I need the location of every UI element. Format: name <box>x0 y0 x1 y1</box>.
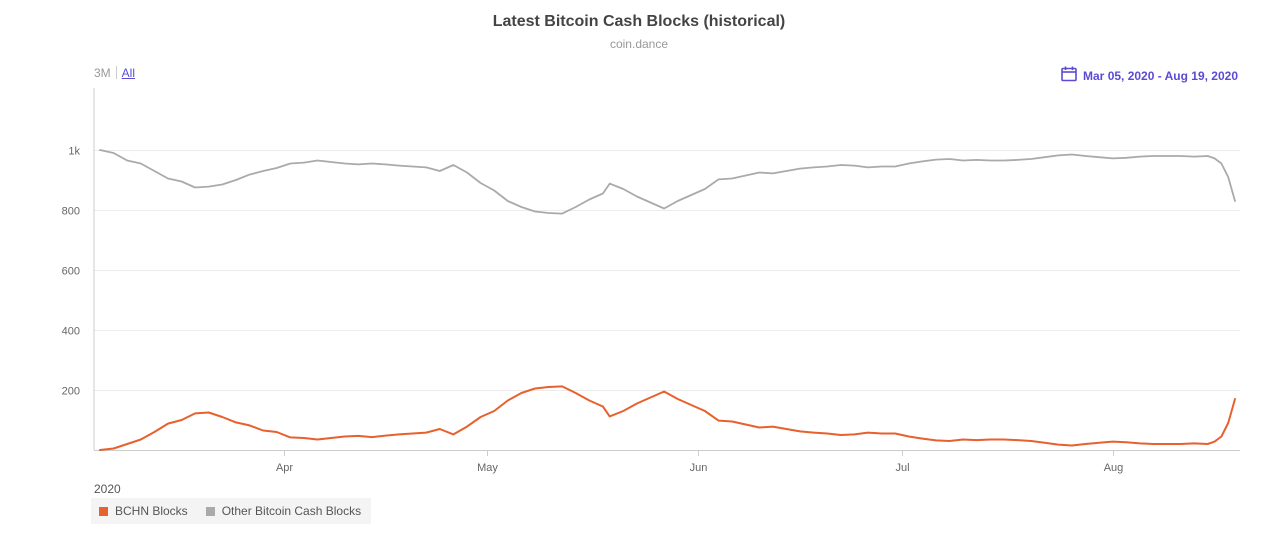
line-chart: 200 400 600 800 1k Apr May Jun Jul Aug <box>62 88 1240 474</box>
x-tick-label: May <box>477 462 498 474</box>
y-tick-label: 1k <box>68 146 80 158</box>
range-selector: 3M All <box>94 66 135 80</box>
series-line-bchn[interactable] <box>99 385 1236 451</box>
date-range-label: Mar 05, 2020 - Aug 19, 2020 <box>1083 68 1238 83</box>
y-tick-label: 600 <box>62 266 80 278</box>
range-divider <box>115 66 117 79</box>
calendar-icon <box>1061 66 1077 85</box>
date-range-picker[interactable]: Mar 05, 2020 - Aug 19, 2020 <box>1061 66 1238 85</box>
legend-item-other[interactable]: Other Bitcoin Cash Blocks <box>205 504 362 518</box>
range-button-3m[interactable]: 3M <box>94 66 111 80</box>
x-axis-ticks: Apr May Jun Jul Aug <box>276 450 1123 474</box>
x-tick-label: Aug <box>1104 462 1124 474</box>
series-layer <box>99 149 1236 451</box>
legend-swatch-bchn <box>99 506 108 516</box>
legend-label-other: Other Bitcoin Cash Blocks <box>221 504 362 518</box>
y-tick-label: 400 <box>62 326 80 338</box>
legend-item-bchn[interactable]: BCHN Blocks <box>99 504 188 518</box>
y-tick-label: 800 <box>62 206 80 218</box>
legend: BCHN Blocks Other Bitcoin Cash Blocks <box>91 498 372 524</box>
chart-title: Latest Bitcoin Cash Blocks (historical) <box>492 13 786 30</box>
legend-label-bchn: BCHN Blocks <box>115 504 188 518</box>
x-tick-label: Jun <box>690 462 708 474</box>
legend-swatch-other <box>205 506 215 516</box>
x-tick-label: Apr <box>276 462 293 474</box>
chart-subtitle: coin.dance <box>609 37 669 51</box>
range-button-all[interactable]: All <box>121 66 136 80</box>
y-tick-label: 200 <box>62 386 80 398</box>
series-line-other[interactable] <box>99 149 1236 215</box>
x-tick-label: Jul <box>895 462 909 474</box>
y-axis-ticks: 200 400 600 800 1k <box>62 146 81 398</box>
x-axis-year-label: 2020 <box>94 482 121 496</box>
grid-lines <box>94 150 1240 391</box>
